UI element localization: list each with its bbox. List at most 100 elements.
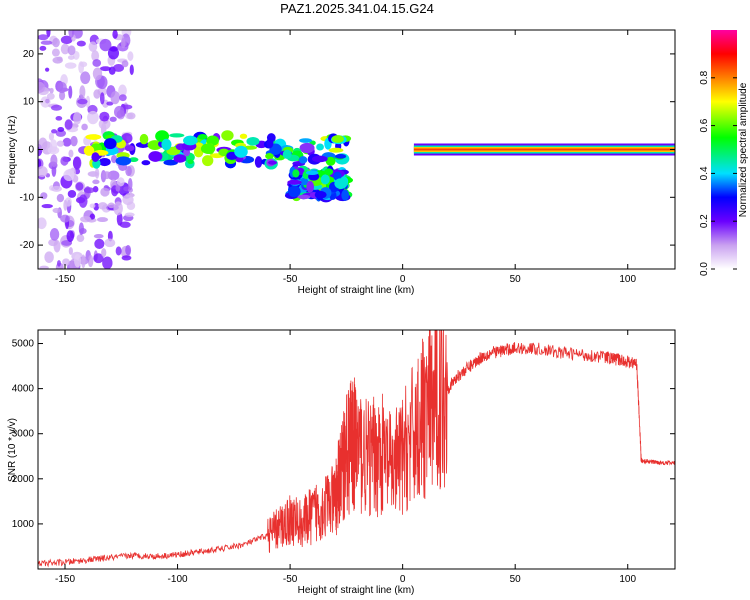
spectrogram-blob [93, 233, 104, 239]
spectrogram-blob [48, 132, 55, 141]
spectrogram-blob [98, 202, 108, 210]
spectrogram-blob [112, 30, 118, 39]
spectrogram-blob [38, 217, 47, 230]
spectrogram-blob [50, 104, 63, 111]
spectrogram-blob [299, 138, 313, 143]
spectrogram-blob [76, 234, 85, 242]
spectrogram-blob [55, 116, 63, 121]
snr-xlabel: Height of straight line (km) [298, 585, 415, 596]
spectrogram-ylabel: Frequency (Hz) [7, 116, 18, 185]
spectrogram-blob [55, 129, 67, 137]
spectrogram-blob [80, 71, 91, 85]
spectrogram-blob [104, 238, 116, 248]
spectrogram-blob [292, 169, 300, 178]
spectrogram-blob [197, 133, 208, 140]
colorbar-label: Normalized spectral amplitude [738, 82, 749, 217]
spectrogram-blob [39, 45, 47, 51]
spectrogram-blob [116, 177, 125, 187]
spectrogram-blob [41, 204, 53, 209]
spectrogram-blob [56, 140, 65, 147]
spectrogram-blob [88, 41, 98, 52]
snr-xtick-label: 100 [619, 574, 636, 585]
spectrogram-blob [299, 142, 315, 154]
spectrogram-blob [311, 155, 328, 163]
spectrogram-blob [38, 158, 42, 169]
spectrogram-blob [51, 48, 60, 57]
spectrogram-blob [115, 246, 122, 256]
spectrogram-blob [73, 111, 82, 125]
spectrogram-blob [62, 137, 72, 147]
snr-line [38, 330, 675, 568]
spectrogram-blob [287, 185, 301, 198]
spectrogram-blob [113, 201, 123, 216]
spectrogram-blob [63, 169, 75, 182]
spectrogram-blob [77, 98, 88, 105]
spectrogram-blob [254, 156, 263, 168]
snr-ytick-label: 4000 [12, 384, 35, 395]
snr-ytick-label: 1000 [12, 519, 35, 530]
spectrogram-blob [38, 166, 48, 177]
spectrogram-blob [135, 141, 151, 148]
spectrogram-blob [200, 143, 216, 154]
spectrogram-blob [52, 37, 60, 48]
spectrogram-blob [87, 254, 94, 268]
spectrogram-blob [91, 50, 100, 62]
spectrogram-blob [51, 185, 62, 192]
spectrogram-xlabel: Height of straight line (km) [298, 285, 415, 296]
spectrogram-blob [122, 194, 134, 206]
spectrogram-blob [314, 190, 327, 199]
snr-ytick-label: 5000 [12, 339, 35, 350]
spectrogram-blob [267, 160, 278, 165]
spectrogram-blob [52, 207, 61, 213]
spectrogram-heatmap [38, 30, 675, 269]
spectrogram-blob [127, 51, 134, 61]
spectrogram-blob [297, 194, 311, 200]
spectrogram-blob [92, 59, 102, 67]
spectrogram-blob [92, 179, 100, 185]
spectrogram-blob [40, 40, 53, 45]
spectrogram-blob [99, 92, 105, 105]
spectrogram-blob [89, 203, 96, 209]
spectrogram-blob [113, 105, 125, 119]
spectrogram-blob [68, 30, 75, 38]
spectrogram-blob [98, 118, 111, 130]
spectrogram-blob [45, 98, 50, 104]
spectrogram-blob [66, 230, 75, 242]
colorbar-tick-label: 0.0 [699, 262, 710, 276]
spectrogram-xtick-label: -50 [283, 274, 298, 285]
spectrogram-blob [101, 248, 107, 258]
snr-xtick-label: -150 [55, 574, 75, 585]
spectrogram-blob [126, 112, 136, 120]
spectrogram-blob [98, 157, 111, 167]
spectrogram-blob [53, 240, 61, 253]
spectrogram-blob [334, 154, 347, 159]
spectrogram-blob [107, 170, 120, 181]
spectrogram-blob [73, 253, 82, 268]
spectrogram-blob [81, 254, 86, 269]
spectrogram-blob [38, 81, 45, 94]
spectrogram-xtick-label: 100 [619, 274, 636, 285]
spectrogram-blob [139, 133, 149, 145]
spectrogram-blob [119, 94, 127, 102]
spectrogram-blob [60, 35, 73, 45]
spectrogram-blob [202, 155, 214, 167]
spectrogram-blob [56, 260, 61, 267]
spectrogram-blob [141, 160, 151, 166]
spectrogram-blob [110, 90, 120, 105]
spectrogram-blob [129, 64, 134, 76]
spectrogram-blob [75, 182, 84, 191]
colorbar-tick-label: 0.8 [699, 70, 710, 84]
spectrogram-blob [125, 165, 132, 177]
spectrogram-blob [49, 87, 54, 94]
spectrogram-blob [40, 192, 48, 200]
spectrogram-blob [70, 135, 78, 147]
spectrogram-blob [115, 156, 132, 166]
spectrogram-blob [56, 56, 63, 62]
spectrogram-blob [38, 137, 48, 151]
spectrogram-blob [57, 126, 65, 133]
spectrogram-blob [124, 212, 135, 217]
spectrogram-blob [51, 129, 58, 134]
spectrogram-blob [91, 152, 100, 162]
spectrogram-blob [103, 138, 117, 150]
